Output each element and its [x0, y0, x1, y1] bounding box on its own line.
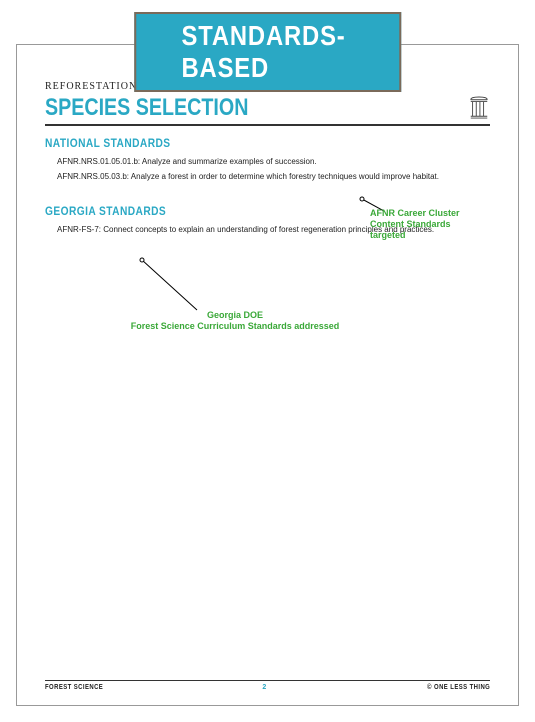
footer-rule — [45, 680, 490, 681]
standard-item: AFNR.NRS.05.03.b: Analyze a forest in or… — [57, 171, 490, 182]
top-banner: STANDARDS-BASED — [134, 12, 402, 92]
callout-line: AFNR Career Cluster — [370, 208, 490, 219]
callout-line: targeted — [370, 230, 490, 241]
callout-line: Forest Science Curriculum Standards addr… — [125, 321, 345, 332]
page-frame: REFORESTATION SPECIES SELECTION NATIONAL… — [16, 44, 519, 706]
banner-text: STANDARDS-BASED — [181, 20, 354, 84]
callout-line: Georgia DOE — [125, 310, 345, 321]
page-footer: FOREST SCIENCE 2 © ONE LESS THING — [45, 680, 490, 691]
callout-georgia: Georgia DOE Forest Science Curriculum St… — [125, 310, 345, 332]
callout-line: Content Standards — [370, 219, 490, 230]
pointer-line-icon — [137, 255, 217, 315]
standard-item: AFNR.NRS.01.05.01.b: Analyze and summari… — [57, 156, 490, 167]
title-row: SPECIES SELECTION — [45, 94, 490, 126]
footer-page-number: 2 — [262, 684, 266, 691]
callout-national: AFNR Career Cluster Content Standards ta… — [370, 208, 490, 240]
footer-row: FOREST SCIENCE 2 © ONE LESS THING — [45, 684, 490, 691]
footer-right: © ONE LESS THING — [427, 684, 490, 691]
section-heading-national: NATIONAL STANDARDS — [45, 136, 423, 150]
page-title: SPECIES SELECTION — [45, 94, 248, 122]
column-icon — [468, 96, 490, 120]
footer-left: FOREST SCIENCE — [45, 684, 103, 691]
